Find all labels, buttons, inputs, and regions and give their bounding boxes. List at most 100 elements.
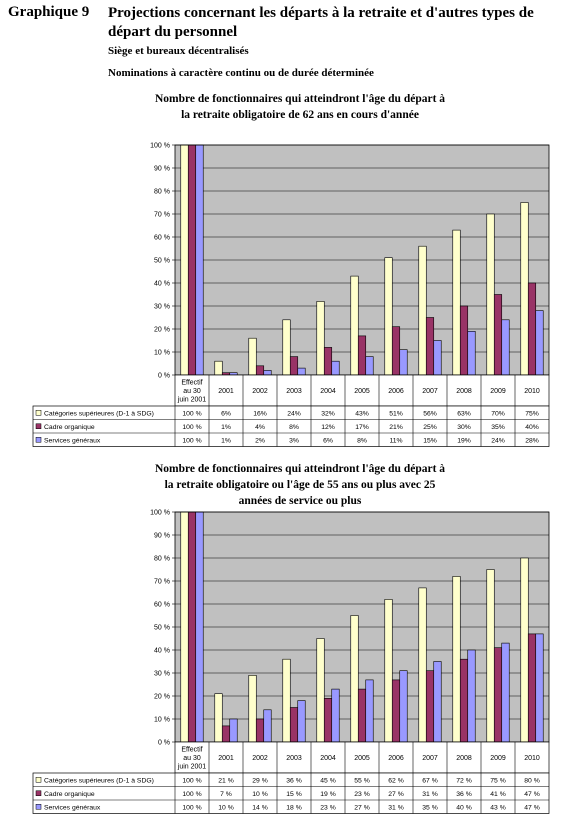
chart-1-data-label: 56% [423,410,437,417]
chart-2-data-label: 47 % [524,791,540,798]
chart-1-series-name: Catégories supérieures (D-1 à SDG) [44,410,154,417]
chart-2-data-label: 35 % [422,804,438,811]
chart-2-bar [350,615,359,743]
chart-2: 100 % 90 % 80 % 70 % 60 % 50 % 40 % 30 % 20 % 10 … [32,510,550,814]
chart-2-bar [535,633,544,743]
chart-2-data-label: 7 % [220,791,232,798]
chart-2-data-label: 55 % [354,777,370,784]
chart-1-category-label: 2005 [354,388,370,395]
chart-2-data-label: 100 % [182,791,201,798]
chart-1-data-label: 4% [255,424,265,431]
chart-2-bar [384,599,393,743]
chart-1-title-line: Nombre de fonctionnaires qui atteindront… [154,93,446,105]
chart-1-data-label: 17% [355,424,369,431]
chart-2-bar [195,511,204,743]
chart-2-data-label: 21 % [218,777,234,784]
chart-2-category-row [174,741,550,774]
chart-1-bar [433,340,442,376]
chart-1-bar [493,294,503,376]
figure-subtitle-2: Nominations à caractère continu ou de du… [108,67,374,79]
chart-2-data-label: 40 % [456,804,472,811]
chart-2-series-name: Cadre organique [44,791,95,798]
chart-1-legend-key [35,410,42,416]
chart-2-bar [289,707,299,743]
chart-1-data-label: 12% [321,424,335,431]
chart-2-data-label: 31 % [388,804,404,811]
chart-1-data-label: 24% [491,437,505,444]
chart-2-category-label: 2001 [218,755,234,762]
chart-2-bar [263,709,272,743]
chart-2-bar [282,658,291,743]
chart-2-data-label: 100 % [182,804,201,811]
chart-2-data-label: 18 % [286,804,302,811]
chart-1-bar [501,319,510,376]
chart-1-y-tick-label: 0 % [158,373,170,380]
chart-1-y-tick-label: 50 % [154,258,170,265]
chart-2-y-tick-label: 50 % [154,625,170,632]
chart-2-y-tick-label: 20 % [154,694,170,701]
chart-2-data-label: 62 % [388,777,404,784]
chart-2-data-label: 23 % [320,804,336,811]
chart-1-data-label: 25% [423,424,437,431]
chart-1-data-label: 1% [221,424,231,431]
chart-1-bar [418,245,427,376]
chart-2-data-label: 36 % [456,791,472,798]
chart-1-data-table [32,405,550,447]
graph-number: Graphique 9 [8,4,90,20]
chart-2-bar [493,647,503,743]
chart-1-y-tick-label: 30 % [154,304,170,311]
chart-2-bar [357,688,367,743]
chart-1-data-label: 75% [525,410,539,417]
chart-1-category-label: 2010 [524,388,540,395]
chart-2-data-label: 23 % [354,791,370,798]
chart-2-y-tick-label: 30 % [154,671,170,678]
chart-2-title-line: Nombre de fonctionnaires qui atteindront… [154,463,446,475]
chart-1-bar [214,360,223,376]
chart-1-data-label: 35% [491,424,505,431]
chart-2-bar [180,511,189,743]
chart-1-data-label: 3% [289,437,299,444]
chart-2-bar [486,569,495,743]
chart-1-bar [331,360,340,376]
chart-1-data-label: 28% [525,437,539,444]
chart-2-data-label: 80 % [524,777,540,784]
chart-1-data-label: 51% [389,410,403,417]
chart-2-data-label: 27 % [388,791,404,798]
chart-1-legend-key [35,423,42,429]
chart-2-category-label: 2002 [252,755,268,762]
chart-2-category-label: 2004 [320,755,336,762]
chart-1-y-tick-label: 70 % [154,212,170,219]
chart-1-bar [180,144,189,376]
chart-1-bar [282,319,291,376]
chart-1-data-label: 32% [321,410,335,417]
chart-1-bar [452,229,461,376]
chart-1-y-tick-label: 100 % [150,143,170,150]
chart-2-series-name: Services généraux [44,804,101,811]
chart-2-bar [331,688,340,743]
chart-2-bar [459,658,469,743]
chart-2-bar [214,693,223,743]
chart-1-series-name: Services généraux [44,437,101,444]
chart-1-bar [297,367,306,376]
chart-2-bar [418,587,427,743]
chart-1-bar [350,275,359,376]
chart-2-legend-key [35,777,42,783]
chart-2-y-tick-label: 70 % [154,579,170,586]
chart-2-bar [501,642,510,743]
chart-2-data-label: 36 % [286,777,302,784]
chart-1-bar [263,370,272,376]
chart-1-data-label: 100 % [182,424,201,431]
chart-1-data-label: 30% [457,424,471,431]
chart-2-y-tick-label: 60 % [154,602,170,609]
chart-1-bar [527,282,537,376]
chart-2-category-label: 2010 [524,755,540,762]
chart-1-data-label: 6% [323,437,333,444]
chart-1-data-label: 19% [457,437,471,444]
chart-2-bar [229,718,238,743]
chart-2-category-label: 2005 [354,755,370,762]
chart-2-data-label: 100 % [182,777,201,784]
chart-2-bar [316,638,325,743]
chart-2-bar [399,670,408,743]
chart-2-data-label: 67 % [422,777,438,784]
chart-2-bar [520,557,529,743]
